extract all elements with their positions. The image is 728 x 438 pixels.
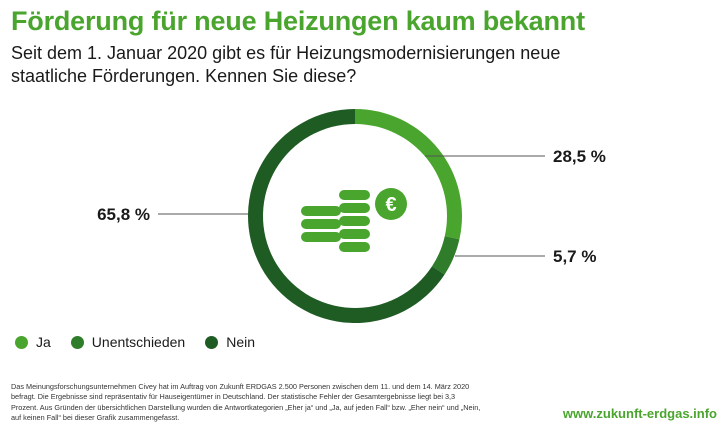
chart-subtitle: Seit dem 1. Januar 2020 gibt es für Heiz… xyxy=(11,43,561,86)
donut-slice-unentschieden xyxy=(432,236,460,275)
methodology-footnote: Das Meinungsforschungsunternehmen Civey … xyxy=(11,382,481,422)
legend-item-ja: Ja xyxy=(15,334,51,350)
legend-label-ja: Ja xyxy=(36,334,51,350)
data-label-unentschieden: 5,7 % xyxy=(553,247,596,266)
legend-label-unentschieden: Unentschieden xyxy=(91,334,186,350)
chart-title: Förderung für neue Heizungen kaum bekann… xyxy=(11,6,585,36)
legend-swatch-nein xyxy=(205,335,219,349)
data-label-nein: 65,8 % xyxy=(97,205,150,224)
legend: Ja Unentschieden Nein xyxy=(15,334,255,350)
stacked-coins-euro-icon: € xyxy=(301,188,407,252)
donut-slice-ja xyxy=(355,109,462,240)
legend-label-nein: Nein xyxy=(226,334,255,350)
data-label-ja: 28,5 % xyxy=(553,147,606,166)
legend-swatch-unentschieden xyxy=(70,335,84,349)
legend-item-unentschieden: Unentschieden xyxy=(70,334,186,350)
legend-item-nein: Nein xyxy=(205,334,255,350)
source-url[interactable]: www.zukunft-erdgas.info xyxy=(562,406,717,421)
svg-text:€: € xyxy=(385,194,396,216)
legend-swatch-ja xyxy=(15,335,28,349)
